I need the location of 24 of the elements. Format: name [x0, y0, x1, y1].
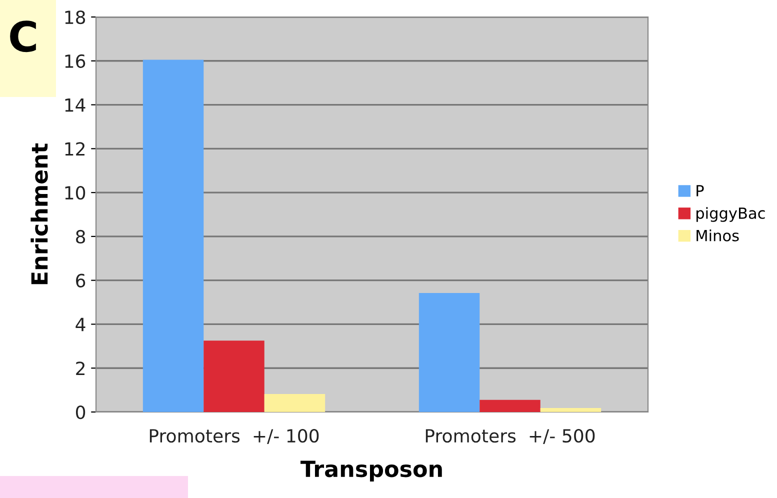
legend-label: piggyBac — [696, 207, 765, 222]
legend-label: P — [696, 185, 704, 196]
legend-label: Minos — [696, 230, 739, 242]
y-tick-label: 10 — [65, 186, 86, 200]
bar — [540, 408, 602, 412]
y-tick-label: 16 — [65, 54, 86, 68]
y-tick-label: 4 — [76, 318, 86, 332]
bar — [142, 60, 204, 412]
y-tick-label: 2 — [76, 362, 84, 375]
x-tick-label: Promoters +/- 100 — [150, 428, 319, 444]
y-axis-title: Enrichment — [30, 143, 48, 284]
y-tick-label: 12 — [65, 142, 84, 156]
bar — [480, 400, 540, 412]
x-tick-label: Promoters +/- 500 — [426, 428, 595, 444]
y-tick-label: 0 — [76, 405, 86, 420]
text: C — [10, 20, 36, 52]
y-tick-label: 14 — [65, 98, 86, 112]
y-tick-label: 8 — [76, 230, 86, 244]
bar — [204, 340, 264, 412]
bar — [418, 293, 480, 412]
y-tick-label: 18 — [65, 10, 86, 24]
y-tick-label: 6 — [76, 274, 86, 288]
bar — [264, 394, 326, 412]
x-axis-title: Transposon — [300, 460, 442, 482]
